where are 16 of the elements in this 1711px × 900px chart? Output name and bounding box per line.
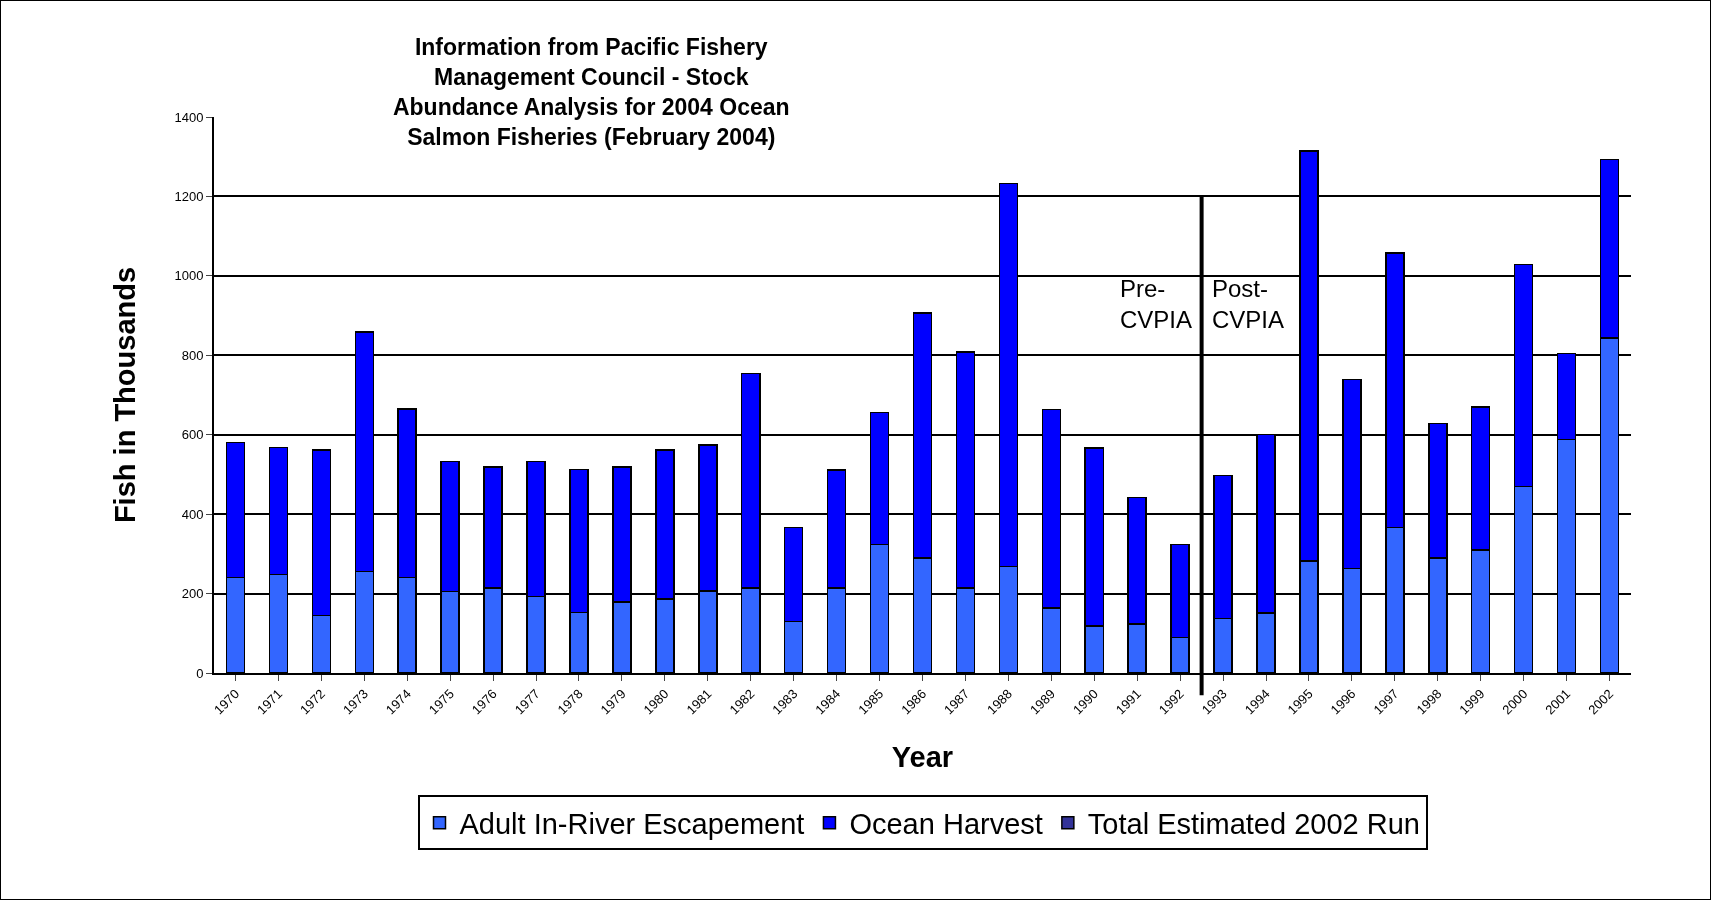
annotation: Post- CVPIA (1212, 275, 1285, 334)
y-tick-label: 1000 (174, 268, 204, 284)
legend-label: Ocean Harvest (849, 807, 1043, 840)
y-axis-title: Fish in Thousands (109, 266, 142, 524)
x-axis-title: Year (891, 740, 954, 773)
annotation: Pre- CVPIA (1120, 275, 1193, 334)
y-tick-label: 600 (181, 427, 204, 443)
chart-title: Information from Pacific Fishery Management Council - Stock Abundance Analysis for 2004 Ocean Salmon Fisheries (February 2004) (392, 34, 790, 150)
y-tick-label: 1200 (174, 188, 204, 204)
y-tick-label: 0 (196, 665, 204, 681)
y-tick-label: 1400 (174, 109, 204, 125)
y-tick-label: 800 (181, 347, 204, 363)
y-tick-label: 400 (181, 506, 204, 522)
legend-label: Adult In-River Escapement (459, 807, 805, 840)
legend-label: Total Estimated 2002 Run (1087, 807, 1420, 840)
y-tick-label: 200 (181, 586, 204, 602)
